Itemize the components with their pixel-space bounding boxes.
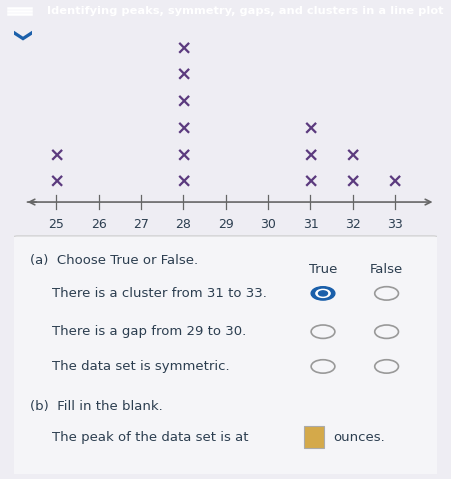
Circle shape xyxy=(316,289,330,297)
Text: True: True xyxy=(309,263,337,276)
Text: ❯: ❯ xyxy=(10,29,28,44)
Text: (b)  Fill in the blank.: (b) Fill in the blank. xyxy=(31,400,163,413)
Text: 28: 28 xyxy=(175,217,191,230)
Text: ×: × xyxy=(48,146,64,165)
Text: 29: 29 xyxy=(218,217,234,230)
Text: There is a cluster from 31 to 33.: There is a cluster from 31 to 33. xyxy=(52,287,267,300)
Text: ×: × xyxy=(175,119,192,138)
Text: (a)  Choose True or False.: (a) Choose True or False. xyxy=(31,254,198,267)
Text: There is a gap from 29 to 30.: There is a gap from 29 to 30. xyxy=(52,325,246,338)
Text: 30: 30 xyxy=(260,217,276,230)
FancyBboxPatch shape xyxy=(11,236,440,475)
Text: The data set is symmetric.: The data set is symmetric. xyxy=(52,360,229,373)
Text: ×: × xyxy=(175,173,192,192)
Text: ×: × xyxy=(387,173,403,192)
Text: 25: 25 xyxy=(49,217,64,230)
Circle shape xyxy=(311,286,335,300)
Text: ×: × xyxy=(302,146,319,165)
Text: ×: × xyxy=(302,119,319,138)
Text: ×: × xyxy=(175,146,192,165)
Text: ×: × xyxy=(48,173,64,192)
Text: 27: 27 xyxy=(133,217,149,230)
Text: ×: × xyxy=(175,92,192,112)
Text: ×: × xyxy=(175,39,192,58)
Text: ×: × xyxy=(345,146,361,165)
Text: ×: × xyxy=(175,66,192,85)
Text: Identifying peaks, symmetry, gaps, and clusters in a line plot: Identifying peaks, symmetry, gaps, and c… xyxy=(46,6,443,16)
Text: 32: 32 xyxy=(345,217,361,230)
Text: 33: 33 xyxy=(387,217,403,230)
Text: ounces.: ounces. xyxy=(333,431,385,444)
Text: The peak of the data set is at: The peak of the data set is at xyxy=(52,431,248,444)
FancyBboxPatch shape xyxy=(304,425,324,448)
Text: ×: × xyxy=(302,173,319,192)
Text: ×: × xyxy=(345,173,361,192)
Text: 26: 26 xyxy=(91,217,106,230)
Text: False: False xyxy=(370,263,403,276)
Text: Weight of seashells (in ounces): Weight of seashells (in ounces) xyxy=(132,245,328,258)
Circle shape xyxy=(318,291,327,296)
Text: 31: 31 xyxy=(303,217,318,230)
